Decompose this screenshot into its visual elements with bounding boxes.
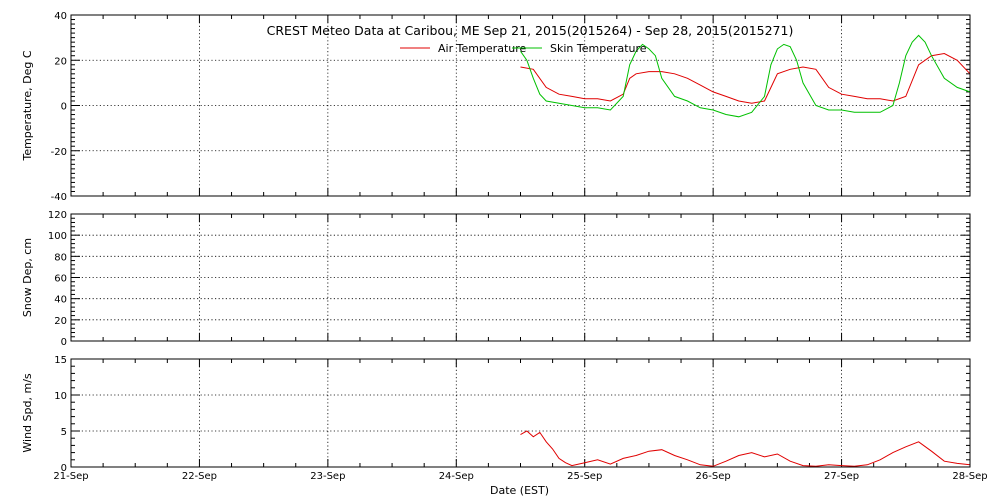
plot-frame: [70, 213, 971, 342]
y-tick-label: 20: [54, 56, 67, 67]
x-tick-label: 23-Sep: [310, 471, 345, 482]
y-axis-title: Temperature, Deg C: [21, 50, 34, 161]
x-axis-title: Date (EST): [490, 484, 549, 497]
plot-frame: [70, 358, 971, 468]
series-line-2-0: [520, 430, 971, 467]
panel-1: 0 20 40 60 80 100 120 Snow Dep, cm: [21, 210, 971, 348]
y-tick-label: 80: [54, 252, 67, 263]
y-tick-label: 0: [61, 337, 67, 348]
chart-title: CREST Meteo Data at Caribou, ME Sep 21, …: [267, 23, 794, 38]
plot-frame: [70, 14, 971, 197]
x-tick-label: 26-Sep: [696, 471, 731, 482]
y-tick-label: 10: [54, 391, 67, 402]
y-tick-label: 15: [54, 355, 67, 366]
y-tick-label: 40: [54, 295, 67, 306]
y-tick-label: 120: [48, 210, 67, 221]
y-tick-label: 40: [54, 11, 67, 22]
legend-label: Air Temperature: [438, 42, 527, 55]
y-tick-label: 20: [54, 316, 67, 327]
panel-2: 0 5 10 15 Wind Spd, m/s 21-Sep 22-Sep 23-Sep 24-…: [21, 355, 988, 497]
y-tick-label: 0: [61, 463, 67, 474]
series-line-air-temperature: [520, 52, 971, 104]
chart-panels: -40 -20 0 20 40 Temperature, Deg C 0 20 40 60 80 10…: [21, 11, 988, 497]
x-tick-label: 24-Sep: [439, 471, 474, 482]
y-tick-label: -40: [51, 192, 67, 203]
x-tick-label: 22-Sep: [182, 471, 217, 482]
panel-0: -40 -20 0 20 40 Temperature, Deg C: [21, 11, 971, 203]
y-tick-label: 5: [61, 427, 67, 438]
x-tick-label: 28-Sep: [952, 471, 987, 482]
series-line-skin-temperature: [520, 34, 971, 118]
legend-label: Skin Temperature: [550, 42, 647, 55]
y-axis-title: Snow Dep, cm: [21, 238, 34, 317]
y-axis-title: Wind Spd, m/s: [21, 373, 34, 453]
legend: Air Temperature Skin Temperature: [400, 42, 647, 55]
y-tick-label: 60: [54, 274, 67, 285]
x-tick-label: 21-Sep: [53, 471, 88, 482]
y-tick-label: 100: [48, 231, 67, 242]
x-tick-label: 25-Sep: [567, 471, 602, 482]
y-tick-label: 0: [61, 102, 67, 113]
x-tick-label: 27-Sep: [824, 471, 859, 482]
y-tick-label: -20: [51, 147, 67, 158]
